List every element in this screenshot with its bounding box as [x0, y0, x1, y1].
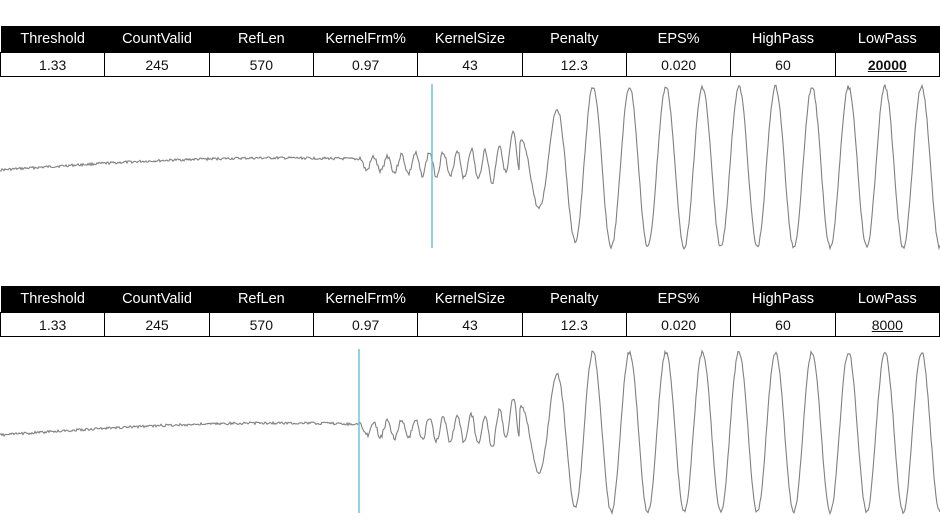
kernelfrm-value: 0.97: [312, 52, 419, 77]
col-eps: EPS%: [626, 26, 731, 53]
kernelfrm-value: 0.97: [312, 312, 419, 337]
waveform-plot-1: [0, 84, 940, 250]
eps-value: 0.020: [625, 312, 732, 337]
reflen-value: 570: [208, 312, 314, 337]
col-kernelfrm: KernelFrm%: [313, 286, 418, 313]
waveform-plot-2: [0, 349, 940, 515]
threshold-value: 1.33: [0, 312, 106, 337]
col-eps: EPS%: [626, 286, 731, 313]
threshold-value: 1.33: [0, 52, 106, 77]
col-reflen: RefLen: [209, 286, 314, 313]
col-reflen: RefLen: [209, 26, 314, 53]
kernelsize-value: 43: [417, 52, 523, 77]
kernelsize-value: 43: [417, 312, 523, 337]
countvalid-value: 245: [104, 52, 210, 77]
col-kernelsize: KernelSize: [417, 26, 523, 53]
col-countvalid: CountValid: [104, 26, 210, 53]
params-header-row: Threshold CountValid RefLen KernelFrm% K…: [0, 26, 940, 53]
panel-1: Threshold CountValid RefLen KernelFrm% K…: [0, 26, 940, 77]
highpass-value: 60: [730, 52, 836, 77]
lowpass-value[interactable]: 20000: [834, 52, 940, 77]
eps-value: 0.020: [625, 52, 732, 77]
col-highpass: HighPass: [730, 26, 836, 53]
waveform-trace: [0, 349, 940, 515]
lowpass-value[interactable]: 8000: [834, 312, 940, 337]
col-lowpass: LowPass: [835, 26, 940, 53]
panel-2: Threshold CountValid RefLen KernelFrm% K…: [0, 286, 940, 337]
highpass-value: 60: [730, 312, 836, 337]
col-highpass: HighPass: [730, 286, 836, 313]
params-table-2: Threshold CountValid RefLen KernelFrm% K…: [0, 286, 940, 337]
params-table-1: Threshold CountValid RefLen KernelFrm% K…: [0, 26, 940, 77]
col-penalty: Penalty: [522, 26, 627, 53]
params-value-row: 1.33 245 570 0.97 43 12.3 0.020 60 20000: [0, 52, 940, 77]
col-countvalid: CountValid: [104, 286, 210, 313]
col-kernelfrm: KernelFrm%: [313, 26, 418, 53]
col-threshold: Threshold: [0, 26, 105, 53]
col-lowpass: LowPass: [835, 286, 940, 313]
col-penalty: Penalty: [522, 286, 627, 313]
penalty-value: 12.3: [521, 52, 627, 77]
waveform-trace: [0, 84, 940, 250]
col-kernelsize: KernelSize: [417, 286, 523, 313]
params-value-row: 1.33 245 570 0.97 43 12.3 0.020 60 8000: [0, 312, 940, 337]
reflen-value: 570: [208, 52, 314, 77]
penalty-value: 12.3: [521, 312, 627, 337]
params-header-row: Threshold CountValid RefLen KernelFrm% K…: [0, 286, 940, 313]
col-threshold: Threshold: [0, 286, 105, 313]
countvalid-value: 245: [104, 312, 210, 337]
